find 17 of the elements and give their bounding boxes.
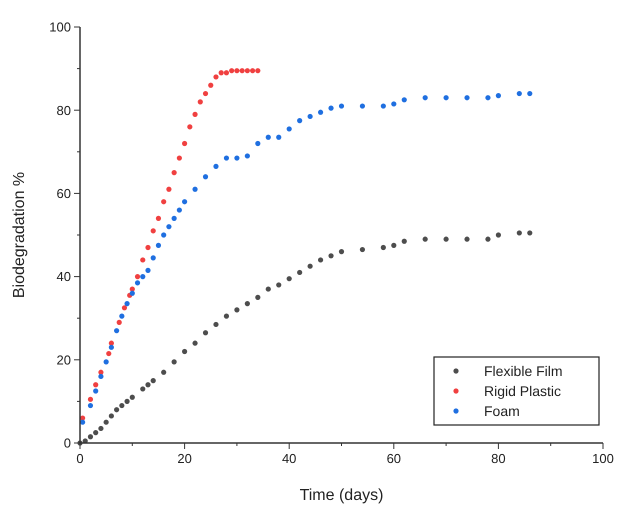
y-tick-label: 80: [56, 102, 71, 118]
x-tick-label: 80: [491, 451, 506, 466]
y-axis-title: Biodegradation %: [11, 172, 28, 298]
x-tick-label: 0: [76, 451, 84, 466]
y-tick-label: 100: [49, 20, 71, 35]
y-tick-label: 40: [56, 269, 71, 284]
x-tick-label: 40: [282, 451, 296, 466]
y-tick-label: 60: [56, 186, 71, 201]
legend-label: Foam: [484, 402, 520, 419]
x-tick-label: 100: [592, 451, 614, 466]
y-tick-label: 20: [56, 352, 71, 368]
x-tick-label: 60: [386, 451, 402, 466]
x-tick-label: 20: [177, 451, 192, 466]
x-axis-title: Time (days): [300, 487, 384, 504]
y-tick-label: 0: [64, 436, 71, 451]
legend-label: Rigid Plastic: [484, 382, 562, 399]
legend-label: Flexible Film: [484, 362, 563, 379]
